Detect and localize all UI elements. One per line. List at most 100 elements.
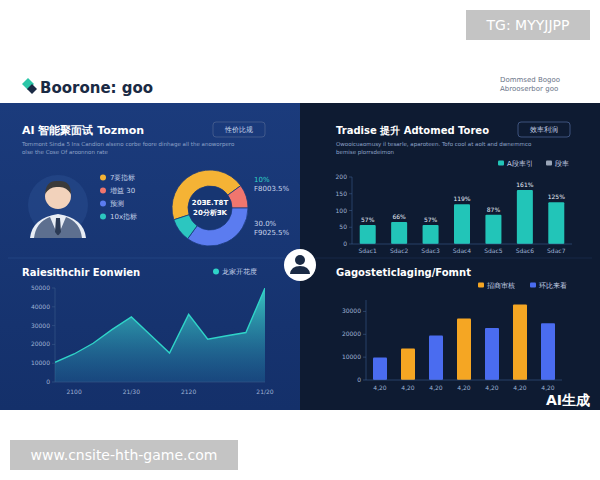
legend-label: 预测 bbox=[110, 200, 124, 208]
x-tick-label: 4,20 bbox=[457, 384, 471, 391]
button-label: 性价比规 bbox=[224, 126, 253, 134]
y-tick-label: 150 bbox=[336, 190, 348, 197]
y-tick bbox=[349, 177, 352, 178]
x-tick-label: Sdac2 bbox=[390, 247, 409, 254]
chart-subtitle: Owooicuaomusy il tesarle, aparoteen. Tof… bbox=[336, 141, 532, 148]
y-tick-label: 100 bbox=[336, 207, 348, 214]
legend-label: 10x指标 bbox=[110, 213, 137, 221]
x-tick-label: 2100 bbox=[66, 388, 81, 395]
chart-title: Tradise 提升 Adtomed Toreo bbox=[336, 125, 489, 136]
y-tick bbox=[349, 244, 352, 245]
x-tick-label: 4,20 bbox=[401, 384, 415, 391]
legend-label: 段率 bbox=[555, 160, 569, 168]
x-axis-line bbox=[366, 380, 562, 381]
x-tick-label: 4,20 bbox=[373, 384, 387, 391]
annotation: 20ƎE.T8T bbox=[192, 199, 229, 207]
legend-swatch bbox=[100, 188, 106, 194]
legend-label: 招商审核 bbox=[486, 282, 515, 290]
x-tick-label: 21/20 bbox=[256, 388, 273, 395]
x-tick-label: 4,20 bbox=[541, 384, 555, 391]
y-tick-label: 20000 bbox=[342, 330, 361, 337]
bar bbox=[429, 335, 443, 380]
annotation: F9025.5% bbox=[254, 229, 290, 237]
bar bbox=[373, 358, 387, 380]
bar bbox=[391, 222, 407, 244]
avatar-hair bbox=[45, 181, 71, 194]
legend-swatch bbox=[100, 201, 106, 207]
legend-swatch bbox=[498, 161, 504, 166]
bar bbox=[548, 202, 564, 244]
bar bbox=[401, 348, 415, 380]
y-tick-label: 30000 bbox=[342, 307, 361, 314]
y-tick bbox=[363, 380, 366, 381]
footer-site: www.cnsite-hth-game.com bbox=[31, 447, 218, 463]
footer-box bbox=[10, 440, 238, 470]
data-label: 57% bbox=[361, 216, 375, 223]
y-tick-label: 0 bbox=[46, 378, 50, 385]
legend-label: 增益 30 bbox=[109, 187, 135, 195]
bar bbox=[517, 190, 533, 244]
y-tick-label: 0 bbox=[357, 376, 361, 383]
legend-swatch bbox=[546, 161, 552, 166]
header-band bbox=[0, 62, 600, 103]
watermark-box bbox=[466, 10, 590, 40]
chart-title: AI 智能聚面试 Tozmon bbox=[22, 124, 144, 137]
y-tick-label: 200 bbox=[336, 173, 348, 180]
avatar-suit bbox=[34, 217, 82, 238]
area-fill bbox=[55, 288, 265, 382]
chart-subtitle: bemise plorrsdeimon bbox=[336, 149, 395, 156]
annotation: 10% bbox=[254, 176, 270, 184]
y-tick bbox=[52, 344, 55, 345]
legend-label: 7要指标 bbox=[110, 174, 135, 182]
x-tick-label: 4,20 bbox=[485, 384, 499, 391]
bar bbox=[541, 323, 555, 380]
y-tick bbox=[52, 306, 55, 307]
plot-marks bbox=[55, 288, 265, 382]
y-tick bbox=[363, 357, 366, 358]
watermark: TG: MYYJJPP bbox=[486, 17, 570, 33]
center-badge bbox=[284, 249, 316, 281]
y-tick-label: 30000 bbox=[31, 322, 50, 329]
y-tick-label: 50000 bbox=[31, 284, 50, 291]
center-badge-body bbox=[290, 266, 310, 274]
y-tick bbox=[363, 334, 366, 335]
chart-subtitle: Tommont Sinda 5 Ins Candion alseno corbe… bbox=[21, 141, 235, 148]
y-tick bbox=[349, 193, 352, 194]
x-tick-label: 2120 bbox=[181, 388, 196, 395]
bar bbox=[360, 225, 376, 244]
annotation: 20分析ƎK bbox=[193, 209, 228, 217]
annotation: 30.0% bbox=[254, 220, 277, 228]
header-note: Dommsed Bogoo bbox=[500, 76, 560, 84]
ai-badge: AI生成 bbox=[546, 392, 590, 408]
panel-button bbox=[518, 122, 570, 137]
x-tick-label: Sdac7 bbox=[547, 247, 566, 254]
header-note: Abrooserbor goo bbox=[500, 85, 558, 93]
panel-divider-left bbox=[8, 258, 285, 259]
y-tick bbox=[52, 325, 55, 326]
legend-swatch bbox=[100, 175, 106, 181]
x-axis-line bbox=[352, 244, 572, 245]
page-background bbox=[0, 0, 600, 480]
center-badge-head bbox=[295, 255, 305, 265]
chart-title: Raiesithchir Eonwien bbox=[22, 267, 140, 278]
plot-marks bbox=[373, 305, 555, 380]
x-axis-line bbox=[55, 382, 265, 383]
data-label: 57% bbox=[424, 216, 438, 223]
button-label: 效率利润 bbox=[530, 126, 558, 134]
legend-label: 环比来看 bbox=[539, 282, 567, 290]
y-tick bbox=[349, 210, 352, 211]
x-tick-label: 4,20 bbox=[429, 384, 443, 391]
legend-swatch bbox=[100, 214, 106, 220]
bar bbox=[423, 225, 439, 244]
data-label: 87% bbox=[487, 206, 501, 213]
left-panel bbox=[0, 103, 300, 410]
y-tick bbox=[52, 288, 55, 289]
y-tick-label: 20000 bbox=[31, 340, 50, 347]
logo-mark bbox=[27, 84, 37, 94]
legend-swatch bbox=[213, 269, 219, 275]
bar bbox=[454, 204, 470, 244]
legend-label: 龙家开花度 bbox=[222, 268, 257, 276]
donut-hole bbox=[189, 187, 232, 230]
y-tick bbox=[363, 311, 366, 312]
legend-label: A段率引 bbox=[507, 160, 533, 168]
